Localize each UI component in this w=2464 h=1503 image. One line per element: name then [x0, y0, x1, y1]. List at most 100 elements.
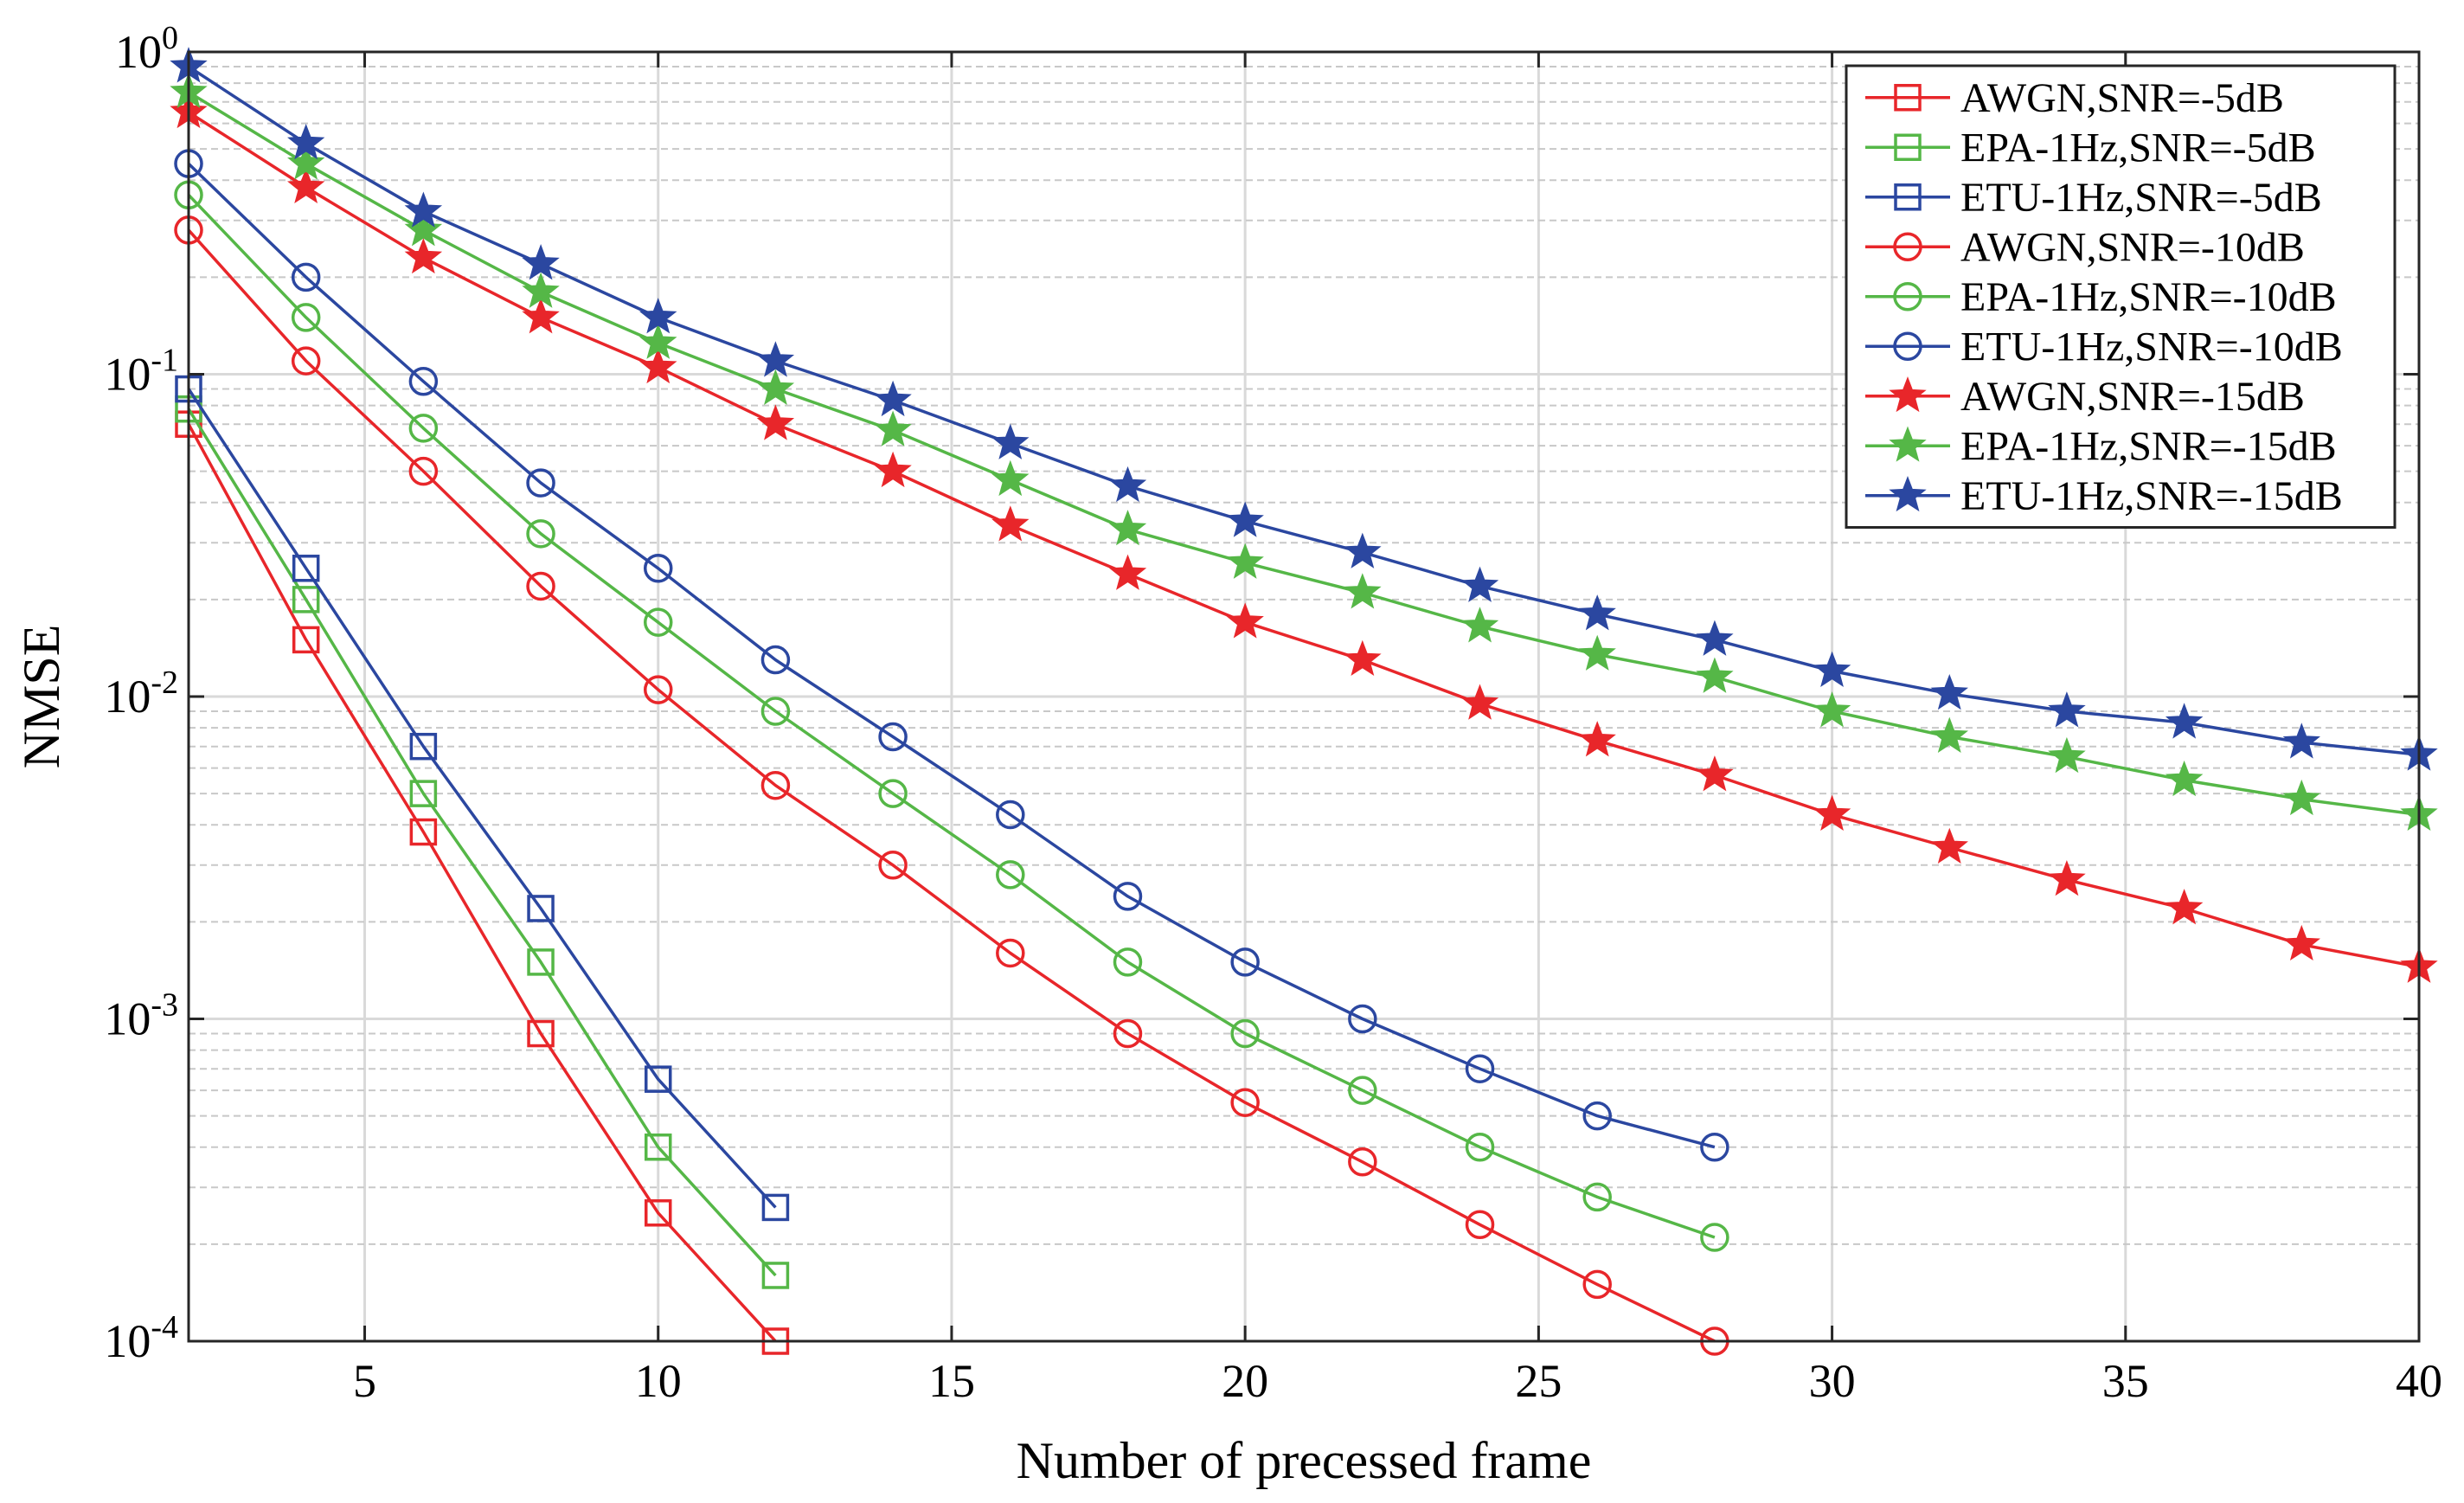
data-point [287, 167, 325, 203]
x-tick-label: 20 [1222, 1355, 1268, 1407]
data-point [644, 1133, 672, 1161]
series-line [188, 111, 2420, 969]
legend-marker [1893, 331, 1922, 361]
data-point [1348, 1147, 1377, 1177]
legend-label: ETU-1Hz,SNR=-10dB [1960, 324, 2343, 369]
data-point [996, 938, 1025, 968]
x-axis-title: Number of precessed frame [1017, 1432, 1592, 1489]
legend-label: ETU-1Hz,SNR=-5dB [1960, 175, 2322, 221]
series-5 [174, 180, 1729, 1252]
legend-label: EPA-1Hz,SNR=-10dB [1960, 274, 2337, 320]
data-point [756, 404, 795, 440]
data-point [644, 1065, 672, 1093]
data-point [522, 272, 560, 308]
series-layer [170, 47, 2438, 1356]
data-point [996, 860, 1025, 890]
series-line [187, 423, 777, 1343]
data-point [874, 380, 912, 417]
data-point [404, 210, 443, 247]
data-point [1226, 602, 1264, 639]
data-point [292, 626, 320, 654]
data-point [408, 367, 439, 396]
legend-label: AWGN,SNR=-10dB [1960, 224, 2305, 270]
x-tick-label: 15 [928, 1355, 975, 1407]
data-point [526, 571, 555, 601]
data-point [1344, 532, 1382, 568]
legend-entry: ETU-1Hz,SNR=-5dB [1865, 175, 2322, 221]
data-point [1465, 1132, 1495, 1162]
data-point [526, 519, 555, 549]
series-line [188, 91, 2420, 817]
legend-marker [1894, 183, 1922, 211]
data-point [1696, 657, 1734, 693]
legend-marker [1889, 475, 1927, 512]
data-point [1700, 1223, 1729, 1252]
data-point [2048, 859, 2086, 896]
series-7 [170, 92, 2438, 983]
data-point [639, 347, 677, 384]
x-tick-label: 5 [353, 1355, 376, 1407]
data-point [1465, 1054, 1495, 1083]
legend-entry: EPA-1Hz,SNR=-15dB [1865, 423, 2337, 469]
data-point [996, 800, 1025, 830]
data-point [761, 1262, 790, 1289]
legend-marker [1893, 282, 1922, 312]
x-tick-label: 40 [2396, 1355, 2442, 1407]
data-point [1348, 1004, 1377, 1034]
data-point [2282, 779, 2320, 816]
data-point [760, 770, 791, 800]
data-point [1582, 1269, 1612, 1300]
data-point [991, 459, 1030, 497]
legend-entry: AWGN,SNR=-5dB [1865, 75, 2284, 121]
data-point [287, 123, 325, 160]
legend-entry: EPA-1Hz,SNR=-10dB [1865, 274, 2337, 320]
data-point [404, 237, 443, 274]
data-point [1930, 716, 1968, 753]
data-point [1696, 755, 1734, 792]
legend-label: AWGN,SNR=-5dB [1960, 75, 2284, 121]
data-point [409, 780, 438, 807]
data-point [2165, 703, 2204, 739]
data-point [2282, 924, 2320, 961]
legend-marker [1894, 84, 1922, 112]
data-point [404, 191, 443, 228]
legend-entry: ETU-1Hz,SNR=-15dB [1865, 473, 2343, 519]
series-8 [170, 72, 2438, 831]
y-axis-title: NMSE [13, 625, 70, 769]
data-point [527, 1019, 555, 1048]
legend-entry: EPA-1Hz,SNR=-5dB [1865, 125, 2316, 170]
data-point [1108, 510, 1147, 546]
data-point [1465, 1210, 1495, 1240]
data-point [1696, 620, 1734, 656]
data-point [878, 722, 908, 752]
y-tick-label: 10-1 [104, 343, 178, 401]
data-point [408, 414, 439, 443]
data-point [1813, 691, 1851, 728]
data-point [1113, 882, 1143, 911]
data-point [2048, 691, 2086, 728]
data-point [639, 298, 677, 334]
data-point [2282, 723, 2320, 759]
data-point [1930, 827, 1968, 864]
data-point [291, 303, 321, 332]
x-tick-label: 25 [1515, 1355, 1562, 1407]
y-tick-label: 10-3 [104, 987, 178, 1045]
data-point [2165, 889, 2204, 925]
data-point [1108, 466, 1147, 503]
data-point [1930, 673, 1968, 710]
data-point [761, 1193, 790, 1222]
data-point [1108, 554, 1147, 590]
data-point [760, 645, 791, 675]
data-point [1113, 947, 1143, 977]
data-point [1113, 1018, 1143, 1049]
legend-label: AWGN,SNR=-15dB [1960, 374, 2305, 420]
series-6 [174, 149, 1729, 1162]
data-point [643, 554, 673, 583]
data-point [1344, 639, 1382, 676]
data-point [878, 851, 908, 880]
series-line [187, 162, 1716, 1149]
data-point [756, 341, 795, 377]
data-point [291, 262, 321, 292]
